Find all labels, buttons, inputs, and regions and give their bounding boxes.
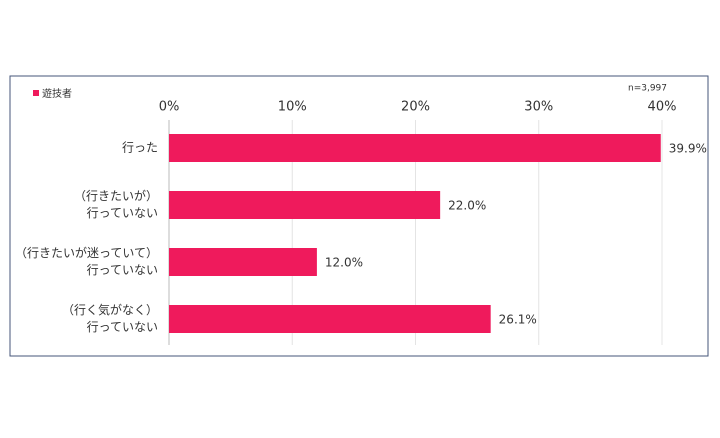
value-label: 12.0% [325,256,363,270]
category-label: 行った [121,140,158,155]
x-tick-label: 30% [524,100,553,115]
legend-swatch [33,90,39,96]
x-tick-label: 10% [278,100,307,115]
legend-label: 遊技者 [42,87,72,100]
value-label: 22.0% [448,199,486,213]
bar [169,305,491,333]
value-label: 26.1% [499,313,537,327]
category-label: （行きたいが迷っていて） 行っていない [14,246,158,277]
value-label: 39.9% [669,142,707,156]
bar [169,248,317,276]
bar [169,134,661,162]
sample-size: n=3,997 [628,84,667,94]
x-tick-label: 0% [159,100,180,115]
x-tick-label: 20% [401,100,430,115]
x-tick-label: 40% [648,100,677,115]
bar [169,191,441,219]
category-label: （行きたいが） 行っていない [73,189,158,220]
category-label: （行く気がなく） 行っていない [61,303,158,334]
